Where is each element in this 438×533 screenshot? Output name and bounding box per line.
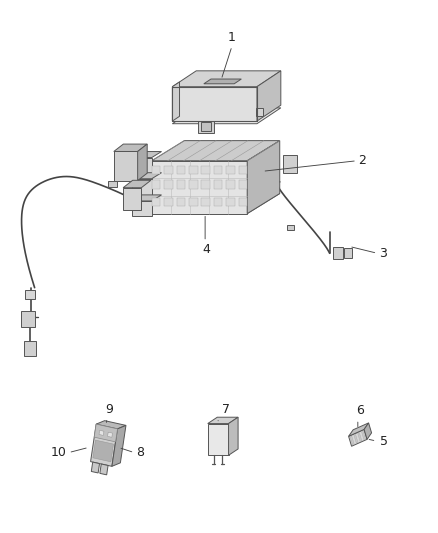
Polygon shape (152, 193, 280, 214)
Polygon shape (123, 180, 151, 188)
Text: 5: 5 (379, 434, 388, 448)
Polygon shape (229, 417, 238, 455)
Polygon shape (177, 198, 185, 206)
Polygon shape (239, 166, 247, 174)
Polygon shape (198, 121, 214, 133)
Polygon shape (204, 79, 241, 84)
Polygon shape (152, 198, 160, 206)
Polygon shape (201, 198, 210, 206)
Polygon shape (349, 423, 369, 437)
Polygon shape (138, 144, 147, 181)
Text: 10: 10 (50, 446, 66, 459)
Polygon shape (333, 247, 343, 259)
Polygon shape (132, 173, 162, 179)
Polygon shape (173, 82, 180, 121)
Text: 3: 3 (379, 247, 387, 260)
Polygon shape (283, 155, 297, 173)
Polygon shape (152, 161, 247, 214)
Polygon shape (173, 87, 257, 121)
Text: 1: 1 (228, 31, 236, 44)
Polygon shape (189, 166, 198, 174)
Polygon shape (358, 433, 362, 441)
Polygon shape (177, 166, 185, 174)
Polygon shape (132, 179, 152, 196)
Polygon shape (247, 141, 280, 214)
Polygon shape (354, 434, 358, 443)
Polygon shape (114, 144, 147, 151)
Polygon shape (226, 180, 235, 189)
Polygon shape (364, 423, 371, 439)
Polygon shape (152, 141, 280, 161)
Text: 2: 2 (358, 154, 366, 167)
Polygon shape (24, 341, 36, 357)
Polygon shape (114, 151, 138, 181)
Polygon shape (100, 464, 108, 475)
Polygon shape (189, 180, 198, 189)
Polygon shape (173, 108, 281, 124)
Polygon shape (208, 424, 229, 455)
Text: 4: 4 (202, 243, 210, 256)
Polygon shape (214, 180, 223, 189)
Polygon shape (132, 158, 152, 174)
Polygon shape (201, 122, 211, 131)
Polygon shape (350, 436, 354, 445)
Polygon shape (94, 424, 117, 442)
Polygon shape (91, 424, 117, 466)
Polygon shape (257, 71, 281, 121)
Polygon shape (25, 290, 35, 300)
Text: 6: 6 (356, 404, 364, 417)
Polygon shape (214, 198, 223, 206)
Polygon shape (21, 311, 35, 327)
Polygon shape (208, 417, 238, 424)
Polygon shape (361, 431, 366, 440)
Polygon shape (226, 166, 235, 174)
Polygon shape (152, 166, 160, 174)
Polygon shape (173, 71, 281, 87)
Polygon shape (132, 151, 162, 158)
Polygon shape (152, 180, 160, 189)
Polygon shape (96, 421, 126, 429)
Polygon shape (201, 166, 210, 174)
Text: 7: 7 (222, 402, 230, 416)
Polygon shape (239, 180, 247, 189)
Polygon shape (177, 180, 185, 189)
Polygon shape (344, 248, 352, 257)
Polygon shape (108, 432, 113, 437)
Polygon shape (91, 462, 99, 473)
Polygon shape (349, 430, 367, 446)
Polygon shape (132, 201, 152, 216)
Polygon shape (112, 425, 126, 466)
Polygon shape (123, 188, 141, 210)
Polygon shape (226, 198, 235, 206)
Polygon shape (287, 225, 294, 230)
Polygon shape (201, 180, 210, 189)
Polygon shape (256, 108, 263, 116)
Polygon shape (99, 430, 104, 435)
Polygon shape (239, 198, 247, 206)
Polygon shape (108, 181, 117, 187)
Polygon shape (214, 166, 223, 174)
Text: 9: 9 (106, 402, 113, 416)
Text: 8: 8 (137, 446, 145, 459)
Polygon shape (189, 198, 198, 206)
Polygon shape (164, 180, 173, 189)
Polygon shape (164, 166, 173, 174)
Polygon shape (93, 440, 113, 462)
Polygon shape (164, 198, 173, 206)
Polygon shape (132, 195, 162, 201)
